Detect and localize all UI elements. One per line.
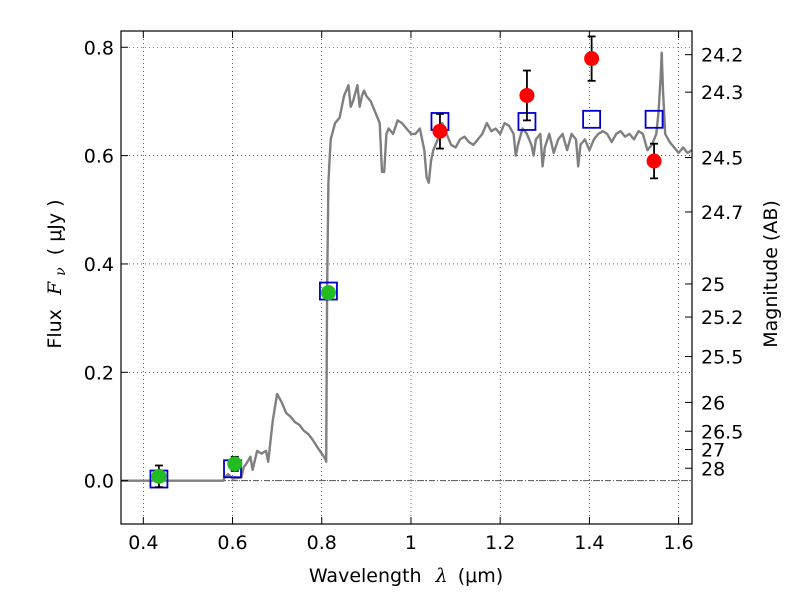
magnitude-tick-label: 25.2	[701, 307, 743, 329]
magnitude-tick-label: 24.7	[701, 202, 743, 224]
x-tick-label: 0.4	[128, 532, 158, 554]
y2-axis-label: Magnitude (AB)	[760, 200, 782, 348]
red-observed-point	[432, 123, 448, 139]
green-observed-point	[151, 468, 167, 484]
x-tick-label: 1	[405, 532, 417, 554]
y-axis-label-subscript: ν	[53, 267, 69, 276]
x-tick-label: 1.6	[664, 532, 694, 554]
magnitude-tick-label: 25.5	[701, 347, 743, 369]
magnitude-tick-label: 26	[701, 392, 725, 414]
model-spectrum-line	[121, 51, 693, 482]
red-observed-point	[584, 51, 600, 67]
y-tick-label: 0.4	[84, 254, 114, 276]
grid	[121, 31, 692, 524]
x-tick-label: 0.6	[217, 532, 247, 554]
magnitude-tick-label: 26.5	[701, 421, 743, 443]
x-tick-label: 1.2	[485, 532, 515, 554]
y-tick-label: 0.0	[84, 471, 114, 493]
x-tick-label: 0.8	[307, 532, 337, 554]
y-axis-ticks: 0.0 0.2 0.4 0.6 0.8	[84, 37, 128, 493]
x-axis-label-symbol: λ	[435, 565, 448, 587]
x-axis-ticks: 0.4 0.6 0.8 1 1.2 1.4 1.6	[128, 31, 694, 554]
y-tick-label: 0.2	[84, 362, 114, 384]
y-axis-label-symbol: F	[44, 281, 66, 296]
y-axis-label-unit: ( μJy )	[44, 199, 66, 255]
magnitude-tick-label: 28	[701, 458, 725, 480]
magnitude-tick-label: 24.5	[701, 148, 743, 170]
plot-frame	[120, 30, 693, 525]
green-observed-point	[320, 285, 336, 301]
magnitude-tick-label: 24.3	[701, 82, 743, 104]
x-axis-label-unit: (μm)	[458, 565, 503, 587]
x-tick-label: 1.4	[574, 532, 604, 554]
x-axis-label-text: Wavelength	[309, 565, 422, 587]
magnitude-tick-label: 27	[701, 440, 725, 462]
red-observed-point	[646, 153, 662, 169]
y-tick-label: 0.8	[84, 37, 114, 59]
model-flux-square	[644, 109, 664, 129]
plot-area	[121, 35, 693, 489]
red-observed-point	[519, 87, 535, 103]
y-tick-label: 0.6	[84, 146, 114, 168]
magnitude-tick-label: 25	[701, 274, 725, 296]
model-flux-square	[582, 109, 602, 129]
y-axis-label: Flux F ν ( μJy )	[44, 199, 70, 348]
magnitude-tick-label: 24.2	[701, 45, 743, 67]
green-observed-point	[227, 456, 243, 472]
y-axis-label-text: Flux	[44, 309, 66, 349]
x-axis-label: Wavelength λ (μm)	[309, 565, 503, 587]
